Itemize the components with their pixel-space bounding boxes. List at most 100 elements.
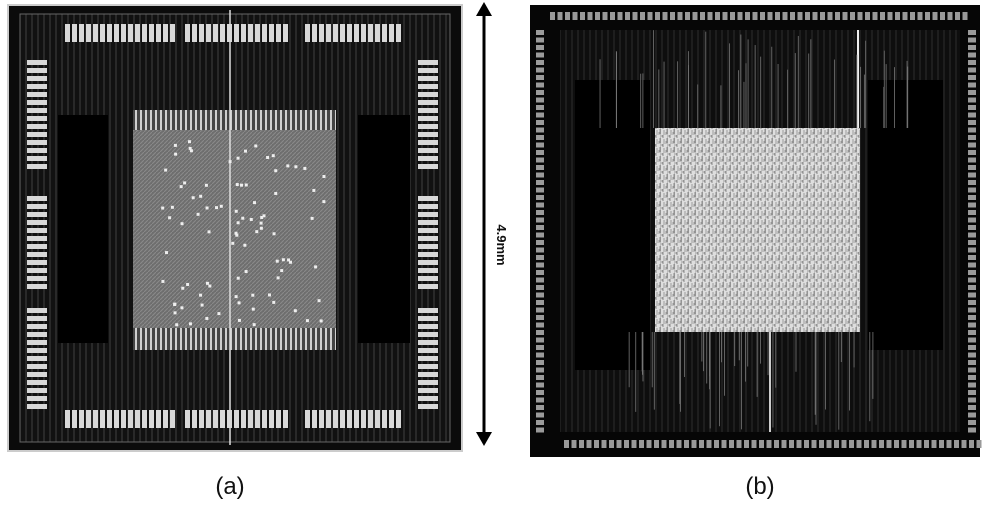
pad <box>418 140 438 145</box>
pad <box>333 24 338 42</box>
pad <box>872 440 877 448</box>
cell <box>238 319 241 322</box>
pad <box>27 244 47 249</box>
pad <box>536 165 544 170</box>
pad <box>536 38 544 43</box>
pad <box>27 108 47 113</box>
pad <box>968 218 976 223</box>
pad <box>968 98 976 103</box>
pad <box>206 410 211 428</box>
pad <box>27 236 47 241</box>
arrow-head-bottom <box>476 432 492 446</box>
pad <box>968 38 976 43</box>
pad <box>798 12 803 20</box>
pad <box>632 440 637 448</box>
pad <box>565 12 570 20</box>
pad <box>27 364 47 369</box>
cell <box>311 217 314 220</box>
pad <box>714 440 719 448</box>
cell <box>188 140 191 143</box>
scale-bar: 4.9mm <box>476 2 509 446</box>
cell <box>201 304 204 307</box>
pad <box>977 440 982 448</box>
pad <box>968 45 976 50</box>
cell <box>260 222 263 225</box>
cell <box>273 232 276 235</box>
pad <box>752 440 757 448</box>
pad <box>536 180 544 185</box>
pad <box>27 140 47 145</box>
pad <box>100 24 105 42</box>
pad <box>27 372 47 377</box>
pad <box>418 132 438 137</box>
pad <box>418 124 438 129</box>
pad <box>588 12 593 20</box>
cell <box>320 319 323 322</box>
pad <box>234 410 239 428</box>
pad <box>968 323 976 328</box>
pad <box>968 383 976 388</box>
pad <box>625 12 630 20</box>
pad <box>968 180 976 185</box>
cell <box>231 242 234 245</box>
pad <box>633 12 638 20</box>
pad <box>418 100 438 105</box>
pad <box>163 410 168 428</box>
pad <box>418 156 438 161</box>
cell <box>252 308 255 311</box>
pad <box>192 24 197 42</box>
block-a-left <box>58 115 108 343</box>
cell <box>237 277 240 280</box>
pad <box>968 428 976 433</box>
pad <box>255 410 260 428</box>
cell <box>235 210 238 213</box>
cell <box>250 218 253 221</box>
figure: 4.9mm (a) (b) <box>0 0 982 508</box>
pad <box>602 440 607 448</box>
pad <box>939 440 944 448</box>
pad <box>27 204 47 209</box>
pad <box>27 340 47 345</box>
cell <box>220 205 223 208</box>
pad <box>536 428 544 433</box>
pad <box>536 293 544 298</box>
pad <box>396 410 401 428</box>
pad <box>536 360 544 365</box>
cell <box>272 154 275 157</box>
pad <box>968 255 976 260</box>
cell <box>180 185 183 188</box>
pad <box>968 128 976 133</box>
pad <box>192 410 197 428</box>
cell <box>243 244 246 247</box>
pad <box>27 356 47 361</box>
pad <box>933 12 938 20</box>
pad <box>27 324 47 329</box>
pad <box>968 308 976 313</box>
pad <box>375 24 380 42</box>
cell <box>161 207 164 210</box>
block-b-left <box>575 80 650 370</box>
cell <box>282 258 285 261</box>
pad <box>354 24 359 42</box>
pad <box>842 440 847 448</box>
pad <box>333 410 338 428</box>
pad <box>805 12 810 20</box>
pad <box>114 410 119 428</box>
pad <box>156 24 161 42</box>
pad <box>968 233 976 238</box>
pad <box>135 410 140 428</box>
pad <box>573 12 578 20</box>
pad <box>536 75 544 80</box>
pad <box>969 440 974 448</box>
pad <box>536 128 544 133</box>
pad <box>135 24 140 42</box>
pad <box>536 30 544 35</box>
pad <box>903 12 908 20</box>
cell <box>274 192 277 195</box>
cell <box>263 214 266 217</box>
pad <box>968 398 976 403</box>
pad <box>536 375 544 380</box>
cell <box>180 306 183 309</box>
pad <box>418 404 438 409</box>
cell <box>229 160 232 163</box>
